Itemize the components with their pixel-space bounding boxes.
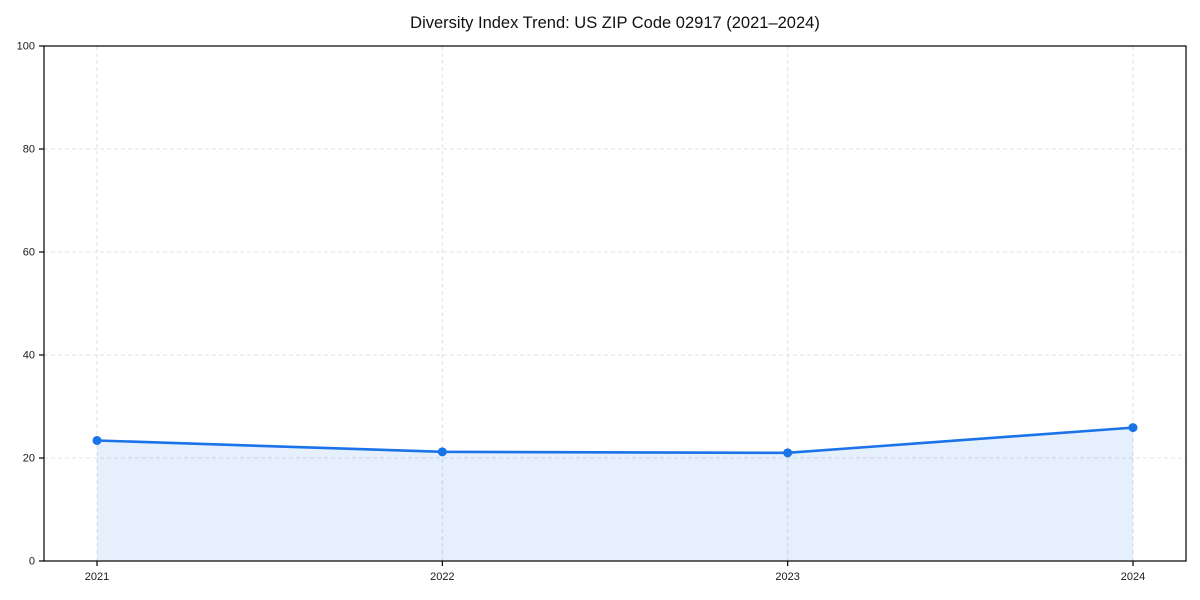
x-axis-tick-label: 2024 [1121,571,1145,583]
line-layer [95,426,1135,455]
y-axis-tick-label: 60 [23,247,35,259]
y-axis-tick-label: 100 [17,41,35,53]
data-point-marker [437,447,447,457]
axes-layer [39,45,1187,566]
x-axis-tick-label: 2022 [430,571,454,583]
y-axis-tick-label: 20 [23,453,35,465]
area-fill [97,427,1133,561]
y-axis-tick-label: 40 [23,350,35,362]
data-point-marker [783,448,793,458]
x-axis-tick-label: 2023 [775,571,799,583]
tick-label-layer: 0 20 40 60 80 100 2021 2022 2023 2024 [17,41,1146,584]
data-point-marker [1128,423,1138,433]
x-axis-tick-label: 2021 [85,571,109,583]
data-point-marker [92,435,102,445]
marker-layer [92,423,1138,458]
plot-border [43,45,1187,562]
trend-line [95,426,1135,455]
area-layer [97,427,1133,561]
y-axis-tick-label: 0 [29,556,35,568]
y-axis-tick-label: 80 [23,144,35,156]
chart-title: Diversity Index Trend: US ZIP Code 02917… [410,14,820,32]
